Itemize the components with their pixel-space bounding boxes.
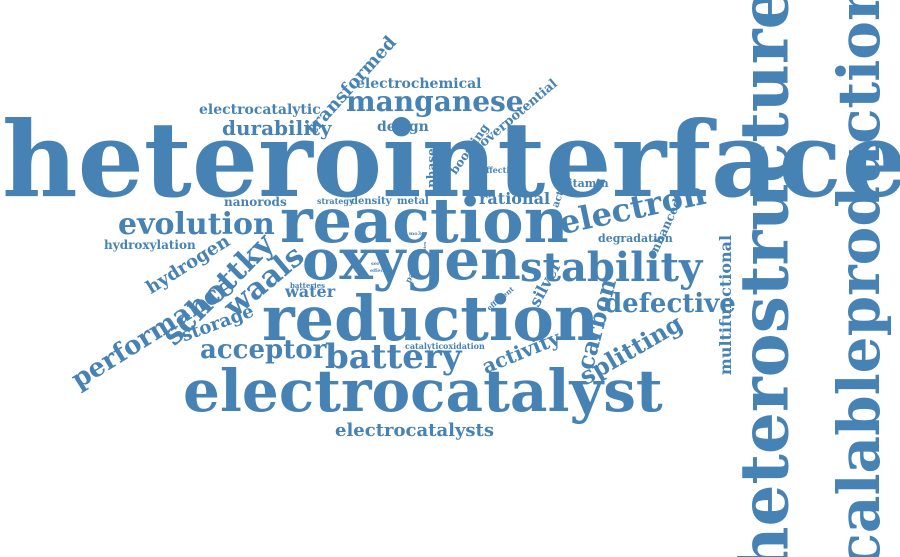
word-evolution: evolution — [118, 207, 275, 242]
word-degradation: degradation — [598, 232, 673, 245]
word-durability: durability — [222, 116, 332, 140]
word-mo3o: mo3o — [409, 231, 425, 237]
word-batteries: batteries — [290, 281, 326, 290]
word-electrocatalysts: electrocatalysts — [335, 420, 494, 441]
word-design: design — [377, 119, 429, 135]
word-stability: stability — [520, 244, 703, 291]
word-water: water — [285, 282, 336, 301]
word-defective: defective — [604, 289, 736, 319]
word-sites: sites — [422, 241, 428, 253]
word-vitamin: vitamin — [562, 177, 609, 190]
word-effective: effective — [481, 165, 520, 175]
word-electrocatalytic: electrocatalytic — [199, 102, 321, 118]
word-strategy: strategy — [317, 196, 354, 206]
word-multifunctional: multifunctional — [716, 234, 736, 376]
word-serve: serve — [371, 261, 386, 267]
word-rational: rational — [479, 189, 551, 208]
word-effect: effect — [370, 268, 386, 274]
word-reaction: reaction — [280, 184, 569, 257]
word-scalableproduction: scalableproduction — [825, 0, 894, 557]
word-phase: phase — [424, 148, 439, 188]
word-hydroxylation: hydroxylation — [104, 238, 196, 252]
word-battery: battery — [325, 337, 462, 377]
word-electrochemical: electrochemical — [356, 76, 482, 92]
word-reduction: reduction — [262, 282, 599, 355]
word-manganese: manganese — [346, 85, 524, 118]
word-metal: metal — [397, 196, 429, 207]
word-oxidation: oxidation — [443, 341, 485, 351]
word-oxygen: oxygen — [302, 227, 521, 293]
word-acceptor: acceptor — [200, 335, 327, 365]
word-catalytic: catalytic — [405, 341, 444, 351]
word-heterointerface: heterointerface — [2, 98, 900, 221]
word-nanorods: nanorods — [224, 195, 287, 209]
word-electrocatalyst: electrocatalyst — [183, 357, 663, 425]
word-heterostructure: heterostructure — [725, 0, 804, 557]
word-density: density — [351, 196, 392, 207]
